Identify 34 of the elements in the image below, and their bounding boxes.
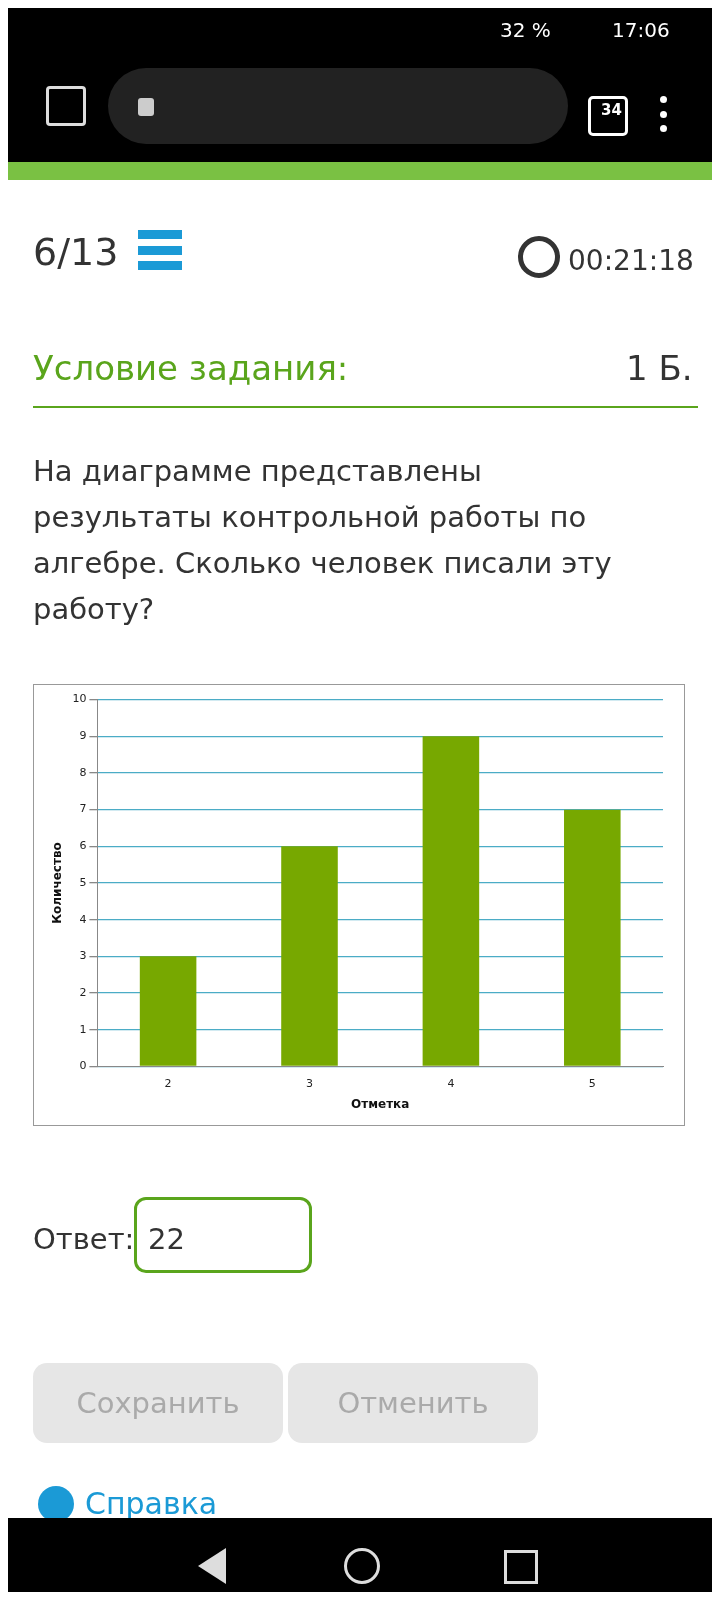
text: 1 Б. (626, 348, 693, 388)
text: Условие задания: (33, 348, 349, 388)
x-tick-label: 3 (306, 1076, 313, 1090)
text: Справка (85, 1486, 218, 1521)
y-tick-label: 7 (79, 802, 87, 816)
x-tick-label: 4 (447, 1076, 455, 1090)
y-tick-label: 9 (79, 729, 87, 743)
text: 32 % (500, 18, 551, 42)
x-axis-title: Отметка (351, 1096, 410, 1111)
text: 22 (148, 1222, 185, 1256)
y-tick-label: 3 (79, 949, 87, 963)
y-tick-label: 4 (79, 912, 87, 926)
y-tick-label: 1 (79, 1022, 87, 1036)
y-tick-label: 8 (79, 765, 87, 779)
y-tick-label: 10 (72, 692, 87, 706)
bar (281, 846, 338, 1066)
text: Ответ: (33, 1222, 135, 1256)
x-tick-label: 5 (588, 1076, 596, 1090)
bar (564, 809, 621, 1066)
y-tick-label: 5 (79, 875, 87, 889)
y-tick-label: 0 (79, 1059, 87, 1073)
bar (422, 736, 480, 1066)
text: Сохранить (33, 1363, 283, 1443)
y-tick-label: 2 (79, 985, 87, 999)
text: 6/13 (33, 230, 119, 274)
text: 34 (601, 101, 622, 119)
text: 17:06 (612, 18, 670, 42)
y-tick-label: 6 (79, 839, 87, 853)
text: 00:21:18 (568, 244, 694, 277)
y-axis-title: Количество (50, 842, 65, 924)
x-tick-label: 2 (164, 1076, 172, 1090)
bar (139, 956, 197, 1066)
text: Отменить (288, 1363, 538, 1443)
chart-title: На диаграмме представлены результаты контрольной работы по алгебре. Сколько человек писали эту работу? (33, 453, 613, 628)
